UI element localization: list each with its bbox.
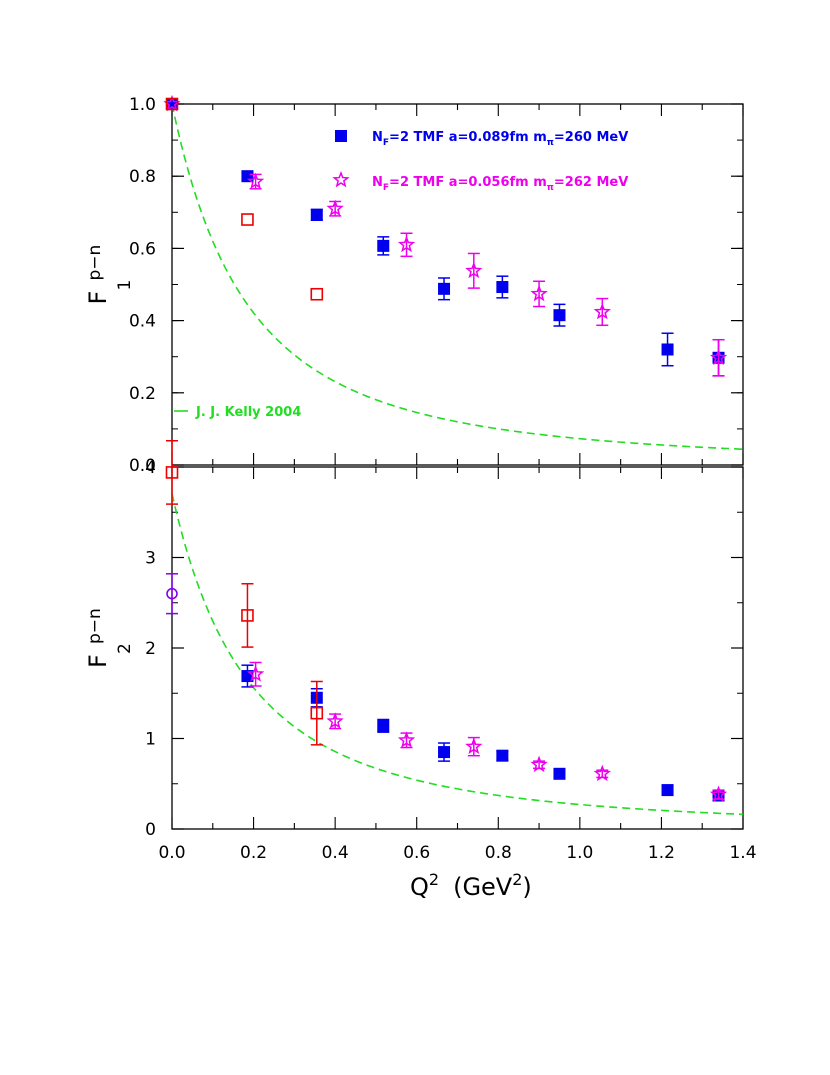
data-point-open-square [310, 706, 324, 720]
panel-top-f1: 0.0 0.2 0.4 0.6 0.8 1.0 F1 p−n NF=2 TMF a=0.089f… [84, 94, 744, 476]
y-axis-label-sup: p−n [85, 245, 105, 281]
data-point-circle [166, 587, 178, 600]
y-tick-label: 3 [145, 549, 156, 569]
legend-label: NF=2 TMF a=0.056fm mπ=262 MeV [372, 175, 628, 193]
y-axis-label-sub: 2 [115, 643, 135, 654]
legend-label: NF=2 TMF a=0.089fm mπ=260 MeV [372, 130, 628, 148]
data-point-star [465, 261, 483, 279]
x-tick-label: 0.6 [403, 843, 430, 863]
x-tick-label: 0.2 [240, 843, 267, 863]
y-axis-label: F2 p−n [84, 608, 135, 668]
kelly-fit-curve [171, 493, 744, 816]
data-point-square [377, 239, 390, 252]
data-point-star [530, 284, 548, 302]
legend-marker-star [332, 170, 350, 188]
data-point-star [465, 737, 483, 755]
data-point-star [326, 199, 344, 217]
data-point-square [496, 749, 509, 762]
data-point-star [709, 785, 728, 802]
y-tick-label: 0.2 [129, 384, 156, 404]
x-tick-label: 1.2 [648, 843, 675, 863]
y-tick-label: 1 [145, 730, 156, 750]
data-point-square [377, 719, 390, 732]
data-point-open-square [241, 213, 254, 226]
data-point-square [438, 746, 451, 759]
data-point-star [246, 172, 265, 189]
data-point-star [593, 302, 611, 320]
y-tick-label: 2 [145, 639, 156, 659]
data-point-star [397, 731, 416, 748]
data-point-square [438, 282, 451, 295]
data-point-star [709, 348, 728, 366]
y-axis-label-main: F [84, 291, 112, 305]
y-tick-label: 0.8 [129, 167, 156, 187]
x-tick-label: 0.4 [322, 843, 349, 863]
x-tick-label: 0.8 [485, 843, 512, 863]
data-point-star [397, 235, 416, 253]
y-tick-label: 4 [145, 458, 156, 478]
legend-marker-square [335, 130, 347, 142]
data-point-square [310, 208, 323, 221]
y-tick-label: 0.4 [129, 312, 156, 332]
y-tick-label: 1.0 [129, 95, 156, 115]
y-axis-label-sup: p−n [85, 608, 105, 644]
data-point-square [553, 767, 566, 780]
data-point-square [661, 784, 674, 797]
kelly-fit-curve [171, 103, 744, 451]
data-point-square [553, 309, 566, 322]
plot-frame [171, 466, 744, 830]
y-tick-label: 0 [145, 820, 156, 840]
x-tick-label: 0.0 [158, 843, 185, 863]
y-tick-label: 0.0 [129, 456, 156, 476]
data-point-open-square [310, 287, 324, 301]
data-point-square [241, 170, 254, 183]
data-point-square [496, 281, 509, 294]
x-axis-label: Q2 (GeV2) [410, 870, 532, 901]
data-point-star [593, 764, 611, 782]
data-point-open-square [165, 97, 179, 111]
data-point-star [246, 665, 265, 682]
legend-curve-label: J. J. Kelly 2004 [195, 405, 301, 420]
y-axis-label-sub: 1 [115, 280, 135, 291]
y-axis-label-main: F [84, 654, 112, 668]
data-point-square [661, 343, 674, 356]
data-point-star [530, 755, 548, 773]
y-axis-label: F1 p−n [84, 245, 135, 305]
data-point-open-square [241, 609, 254, 622]
x-tick-label: 1.0 [566, 843, 593, 863]
y-tick-label: 0.6 [129, 239, 156, 259]
x-tick-label: 1.4 [729, 843, 756, 863]
data-point-star [326, 712, 344, 729]
data-point-open-square [165, 466, 179, 479]
